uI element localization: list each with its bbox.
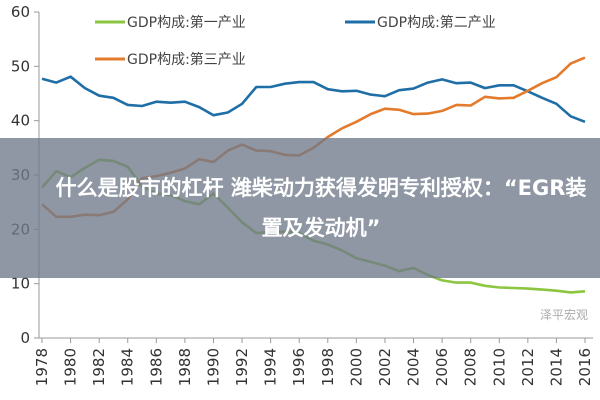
watermark: 泽平宏观 [539,308,588,322]
x-tick-label: 2016 [576,348,594,386]
x-tick-label: 2010 [490,348,508,386]
x-tick-label: 1984 [119,348,137,386]
x-tick-label: 1982 [90,348,108,386]
x-tick-label: 1992 [233,348,251,386]
x-tick-label: 2006 [433,348,451,386]
x-tick-label: 2014 [547,348,565,386]
legend-label: GDP构成:第三产业 [127,51,246,68]
series-line-2 [41,75,586,124]
title-banner[interactable]: 什么是股市的杠杆 潍柴动力获得发明专利授权：“EGR装置及发动机” [0,138,600,278]
x-tick-label: 1986 [147,348,165,386]
x-tick-label: 1994 [262,348,280,386]
y-tick-label: 40 [11,112,30,130]
x-tick-label: 1980 [62,348,80,386]
banner-title[interactable]: 什么是股市的杠杆 潍柴动力获得发明专利授权：“EGR装置及发动机” [55,176,587,240]
y-tick-label: 0 [20,329,30,347]
x-tick-label: 2000 [347,348,365,386]
x-tick-label: 1990 [204,348,222,386]
legend-label: GDP构成:第一产业 [127,14,246,31]
y-tick-label: 50 [11,57,30,75]
x-tick-label: 1998 [319,348,337,386]
x-tick-label: 1978 [33,348,51,386]
y-tick-label: 10 [11,275,30,293]
x-tick-label: 2004 [405,348,423,386]
x-tick-label: 2008 [462,348,480,386]
legend-label: GDP构成:第二产业 [377,14,496,31]
x-tick-label: 1988 [176,348,194,386]
x-tick-label: 1996 [290,348,308,386]
y-tick-label: 60 [11,3,30,21]
x-tick-label: 2002 [376,348,394,386]
x-tick-label: 2012 [519,348,537,386]
